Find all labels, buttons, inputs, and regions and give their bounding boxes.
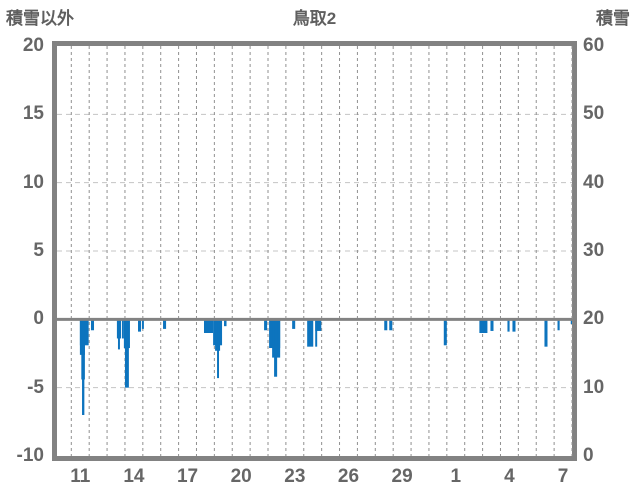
bar — [512, 319, 516, 332]
bar — [124, 319, 129, 388]
x-tick: 23 — [284, 466, 306, 487]
bar — [292, 319, 296, 329]
bar — [507, 319, 510, 332]
bar — [141, 319, 144, 329]
bar — [90, 319, 95, 331]
bar — [274, 319, 278, 377]
y-tick-right: 60 — [583, 35, 605, 56]
bar — [315, 319, 318, 347]
bar — [490, 319, 494, 331]
y-tick-right: 0 — [583, 445, 594, 466]
x-tick: 29 — [391, 466, 413, 487]
bar — [203, 319, 214, 333]
bar — [389, 319, 393, 331]
x-tick: 17 — [176, 466, 199, 487]
y-tick-left: 20 — [22, 35, 44, 56]
bar — [315, 319, 322, 331]
y-tick-left: 15 — [22, 103, 44, 125]
y-tick-left: 0 — [33, 308, 44, 330]
bar — [544, 319, 548, 347]
y-tick-right: 50 — [583, 103, 605, 125]
y-tick-left: 10 — [22, 171, 44, 193]
bar — [479, 319, 488, 333]
left-axis-title: 積雪以外 — [6, 9, 74, 28]
y-tick-right: 10 — [583, 376, 605, 398]
bar — [82, 319, 85, 415]
bar — [570, 319, 572, 325]
chart-title: 鳥取2 — [292, 9, 337, 28]
x-tick: 1 — [450, 466, 462, 487]
y-tick-right: 20 — [583, 308, 605, 330]
y-tick-right: 30 — [583, 240, 605, 261]
y-tick-left: -5 — [27, 376, 44, 398]
x-tick: 4 — [504, 466, 515, 487]
y-tick-left: 5 — [33, 240, 44, 261]
bar — [443, 319, 447, 346]
x-tick: 14 — [123, 466, 145, 487]
bar — [163, 319, 167, 329]
y-tick-right: 40 — [583, 171, 605, 193]
bar — [224, 319, 227, 327]
bar — [217, 319, 220, 379]
bar — [557, 319, 560, 331]
x-tick: 26 — [337, 466, 360, 487]
bar — [307, 319, 314, 347]
bar — [121, 319, 124, 339]
bar — [264, 319, 268, 331]
x-tick: 11 — [70, 466, 91, 487]
bar — [384, 319, 388, 331]
y-tick-left: -10 — [16, 445, 44, 466]
right-axis-title: 積雪 — [596, 9, 630, 28]
x-tick: 20 — [230, 466, 252, 487]
x-tick: 7 — [557, 466, 569, 487]
bar — [117, 319, 120, 350]
bar — [138, 319, 142, 332]
